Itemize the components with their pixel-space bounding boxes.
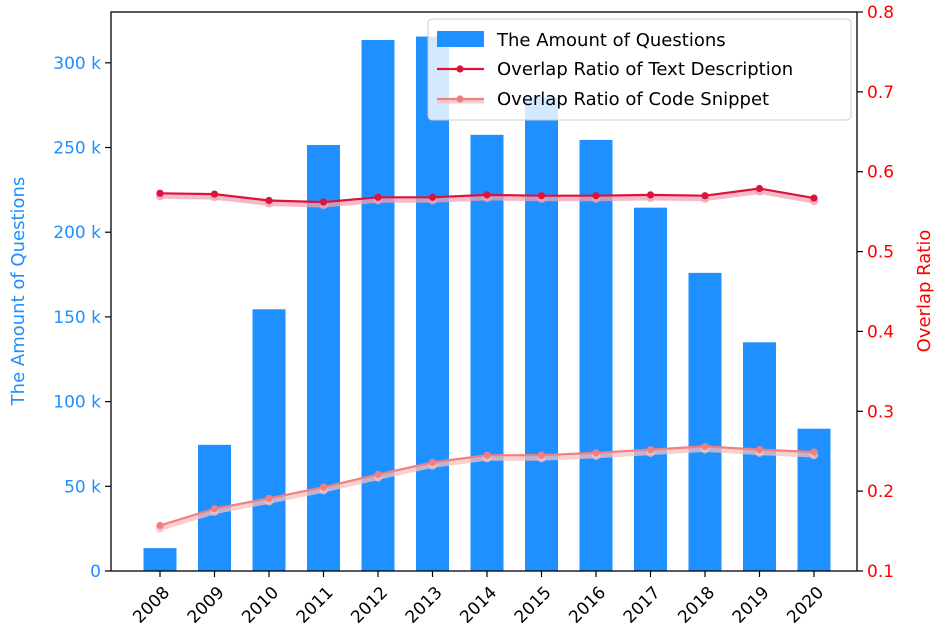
x-tick-label: 2019 [729, 583, 774, 628]
marker-1-2008 [156, 521, 164, 530]
x-tick-label: 2011 [293, 583, 338, 628]
left-tick-label: 250 k [53, 139, 101, 159]
marker-1-2010 [265, 494, 273, 502]
x-tick-label: 2008 [129, 583, 174, 628]
left-tick-label: 300 k [53, 54, 101, 74]
marker-1-2014 [483, 451, 491, 459]
x-tick-label: 2018 [674, 583, 719, 628]
bar-2010 [252, 309, 286, 571]
x-axis: 2008 2009 2010 2011 2012 2013 2014 2015 2016 2017… [129, 571, 828, 628]
right-tick-label: 0.8 [867, 3, 894, 23]
left-tick-label: 0 [90, 562, 101, 582]
marker-0-2019 [755, 184, 764, 193]
bar-2017 [634, 207, 667, 571]
marker-0-2008 [156, 189, 164, 197]
left-tick-label: 200 k [53, 223, 101, 243]
plot-frame [110, 11, 858, 572]
left-tick-label: 150 k [53, 308, 101, 328]
bar-2011 [307, 144, 340, 571]
marker-1-2015 [537, 451, 546, 459]
marker-0-2010 [265, 196, 273, 205]
right-tick-label: 0.5 [867, 243, 894, 263]
x-tick-label: 2009 [184, 583, 229, 628]
marker-0-2013 [428, 193, 437, 201]
marker-1-2009 [210, 505, 219, 513]
x-tick-label: 2017 [620, 583, 665, 628]
right-tick-label: 0.1 [867, 562, 894, 582]
bar-2018 [688, 272, 722, 571]
legend-line-marker-1 [456, 95, 464, 103]
right-tick-label: 0.6 [867, 163, 894, 183]
marker-0-2017 [646, 191, 655, 199]
x-tick-label: 2016 [565, 583, 610, 628]
line-series [155, 184, 819, 533]
marker-1-2011 [319, 483, 328, 491]
right-axis: 0.1 0.2 0.3 0.4 0.5 0.6 0.7 0.8 [857, 3, 894, 582]
marker-1-2012 [374, 470, 382, 478]
x-tick-label: 2012 [347, 583, 392, 628]
bar-2014 [470, 134, 504, 571]
bar-2015 [525, 97, 558, 571]
bar-2016 [579, 139, 613, 571]
marker-1-2018 [701, 442, 709, 451]
marker-1-2016 [592, 449, 600, 457]
legend-line-label-0: Overlap Ratio of Text Description [497, 59, 793, 80]
x-tick-label: 2020 [783, 583, 828, 628]
marker-0-2015 [537, 192, 546, 200]
marker-0-2009 [210, 190, 219, 198]
marker-1-2013 [428, 458, 437, 466]
x-tick-label: 2010 [238, 583, 283, 628]
right-tick-label: 0.7 [867, 83, 894, 103]
legend-line-label-1: Overlap Ratio of Code Snippet [497, 89, 769, 110]
left-tick-label: 100 k [53, 393, 101, 413]
legend-bar-swatch [437, 31, 484, 47]
left-axis-title: The Amount of Questions [8, 177, 29, 407]
x-tick-label: 2013 [402, 583, 447, 628]
x-tick-label: 2015 [511, 583, 556, 628]
bar-2008 [143, 548, 177, 571]
right-tick-label: 0.3 [867, 402, 894, 422]
right-tick-label: 0.2 [867, 482, 894, 502]
marker-0-2020 [810, 194, 818, 202]
marker-1-2019 [755, 446, 764, 454]
right-tick-label: 0.4 [867, 322, 894, 342]
x-tick-label: 2014 [456, 583, 501, 628]
bar-2012 [361, 39, 395, 571]
marker-0-2016 [592, 192, 600, 200]
marker-1-2017 [646, 446, 655, 454]
left-axis: 0 50 k 100 k 150 k 200 k 250 k 300 k [53, 54, 111, 582]
bar-series [143, 36, 831, 571]
marker-0-2018 [701, 192, 709, 200]
left-tick-label: 50 k [64, 477, 101, 497]
legend-bar-label: The Amount of Questions [496, 30, 726, 51]
right-axis-title: Overlap Ratio [914, 230, 935, 353]
marker-0-2014 [483, 191, 491, 199]
marker-0-2011 [319, 198, 328, 206]
marker-1-2020 [810, 448, 818, 456]
legend: The Amount of Questions Overlap Ratio of … [427, 18, 852, 121]
marker-0-2012 [374, 193, 382, 201]
legend-box [427, 18, 852, 121]
bar-2013 [416, 36, 449, 571]
legend-line-marker-0 [456, 65, 464, 73]
